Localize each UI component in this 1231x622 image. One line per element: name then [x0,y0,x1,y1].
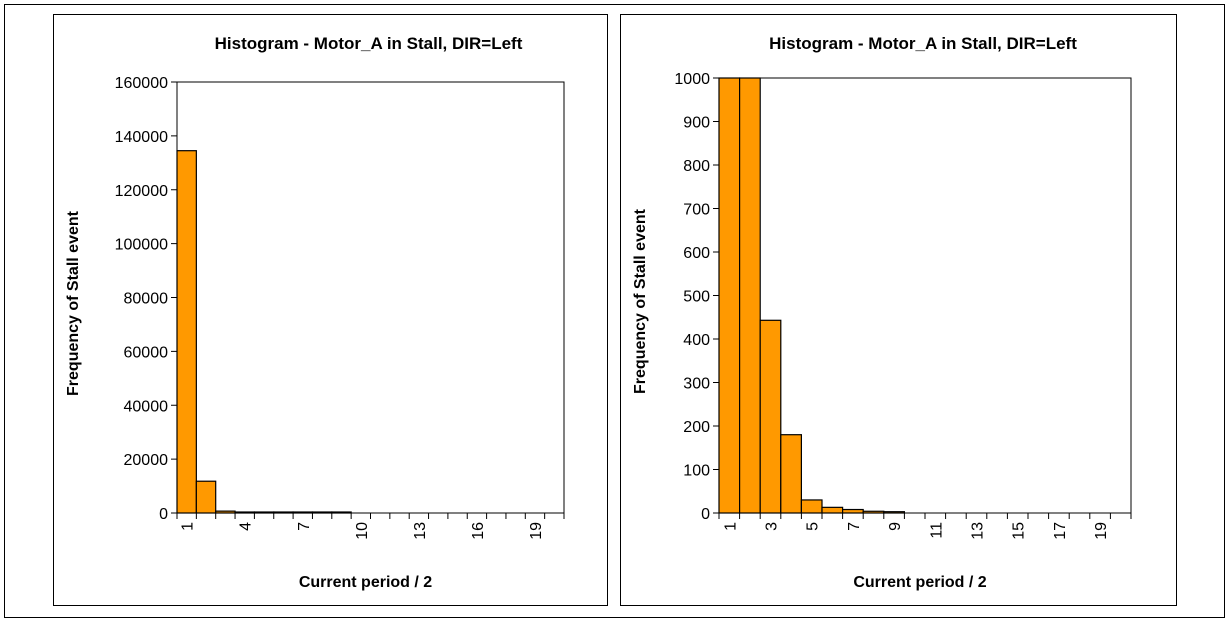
y-tick-label: 800 [683,158,710,175]
x-tick-label: 10 [354,522,371,540]
histogram-bar [780,434,803,514]
x-tick-label: 19 [528,522,545,540]
y-tick-label: 160000 [115,75,168,92]
histogram-bar [195,480,217,514]
histogram-bar [738,77,761,514]
y-tick-label: 40000 [124,398,169,415]
histogram-bar [862,510,885,514]
x-tick-label: 5 [805,522,822,531]
histogram-bar [821,506,844,514]
histogram-bar [292,511,314,514]
y-tick-label: 100000 [115,237,168,254]
y-tick-label: 140000 [115,129,168,146]
histogram-bar [883,511,905,514]
x-tick-label: 15 [1011,522,1028,540]
histogram-bar [759,319,782,514]
histogram-bar [311,511,333,514]
chart-panel-right: Histogram - Motor_A in Stall, DIR=Left 0 1… [620,14,1177,606]
y-tick-label: 900 [683,115,710,132]
histogram-bar [234,511,256,514]
histogram-bar [176,150,197,514]
x-axis-label: Current period / 2 [853,574,986,591]
figure-frame [4,4,1225,618]
x-tick-label: 7 [846,522,863,531]
histogram-bar [842,508,864,514]
x-tick-label: 11 [928,522,945,539]
y-tick-label: 600 [683,245,710,262]
x-tick-label: 1 [180,522,197,531]
histogram-right: Histogram - Motor_A in Stall, DIR=Left 0 1… [632,34,1132,591]
y-tick-label: 20000 [124,452,169,469]
histogram-bar [215,510,236,514]
x-tick-label: 3 [764,522,781,531]
x-tick-label: 1 [722,522,739,531]
x-tick-label: 13 [970,522,987,540]
chart-title: Histogram - Motor_A in Stall, DIR=Left [769,34,1077,53]
x-tick-label: 7 [296,522,313,531]
x-tick-label: 4 [238,522,255,531]
y-tick-label: 200 [683,419,710,436]
histogram-bar [800,499,823,514]
x-tick-label: 13 [412,522,429,540]
y-tick-label: 80000 [124,291,169,308]
y-axis-label: Frequency of Stall event [65,210,82,396]
histogram-bar [253,511,275,514]
y-tick-label: 0 [159,506,168,523]
chart-title: Histogram - Motor_A in Stall, DIR=Left [215,34,523,53]
x-tick-label: 16 [470,522,487,540]
y-tick-label: 60000 [124,344,169,361]
y-axis-label: Frequency of Stall event [632,208,649,394]
x-tick-label: 19 [1093,522,1110,540]
y-tick-label: 120000 [115,183,168,200]
histogram-bar [331,511,352,514]
y-tick-label: 500 [683,289,710,306]
y-tick-label: 0 [701,506,710,523]
histogram-bar [718,77,741,514]
x-tick-label: 9 [887,522,904,531]
y-tick-label: 700 [683,202,710,219]
plot-area [176,81,565,514]
x-axis-label: Current period / 2 [299,574,432,591]
chart-panel-left: Histogram - Motor_A in Stall, DIR=Left 0 2… [53,14,608,606]
histogram-bar [273,511,294,514]
y-tick-label: 100 [683,463,710,480]
y-tick-label: 300 [683,376,710,393]
x-tick-label: 17 [1052,522,1069,540]
histogram-left: Histogram - Motor_A in Stall, DIR=Left 0 2… [65,34,565,591]
y-tick-label: 400 [683,332,710,349]
y-tick-label: 1000 [674,71,710,88]
